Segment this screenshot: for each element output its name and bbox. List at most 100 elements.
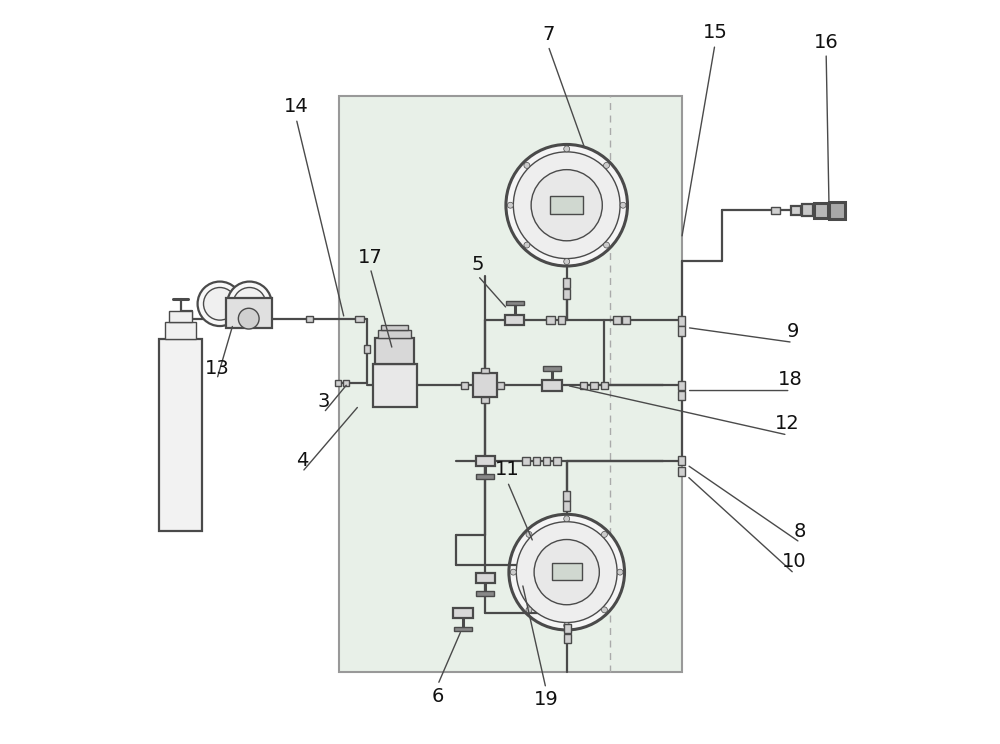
Bar [542, 380, 562, 391]
Bar [543, 458, 550, 465]
Circle shape [233, 287, 266, 320]
Circle shape [617, 569, 623, 575]
Bar [497, 382, 504, 389]
Bar [678, 315, 685, 326]
Text: 3: 3 [317, 392, 330, 411]
Bar [522, 458, 530, 465]
Circle shape [564, 146, 570, 152]
Text: 12: 12 [775, 414, 800, 434]
Text: 4: 4 [296, 452, 308, 470]
Bar [678, 381, 685, 390]
Text: 10: 10 [782, 552, 807, 571]
Bar [613, 316, 621, 324]
Bar [159, 339, 202, 531]
Bar [546, 316, 555, 324]
Bar [481, 368, 489, 373]
Bar [476, 474, 494, 478]
Bar [364, 344, 370, 353]
Circle shape [526, 531, 532, 537]
Bar [306, 315, 313, 321]
Bar [355, 315, 364, 321]
Circle shape [227, 281, 272, 326]
Bar [169, 311, 192, 322]
Bar [481, 397, 489, 403]
Circle shape [620, 202, 626, 208]
Bar [580, 382, 587, 389]
Text: 9: 9 [787, 321, 799, 341]
Bar [558, 316, 565, 324]
Circle shape [204, 287, 236, 320]
Bar [461, 382, 468, 389]
Bar [454, 627, 472, 632]
Text: 8: 8 [794, 522, 806, 541]
Circle shape [526, 607, 532, 613]
Bar [590, 382, 598, 389]
Bar [533, 458, 540, 465]
Text: 14: 14 [284, 97, 309, 116]
Text: 15: 15 [703, 23, 727, 42]
Text: 16: 16 [814, 33, 839, 51]
Bar [473, 373, 497, 397]
Bar [678, 457, 685, 466]
Text: 6: 6 [432, 687, 444, 706]
Bar [563, 490, 570, 501]
Bar [678, 391, 685, 400]
Bar [678, 467, 685, 475]
Circle shape [507, 202, 513, 208]
Bar [165, 322, 196, 339]
Bar [476, 456, 495, 466]
Text: 5: 5 [472, 255, 484, 274]
Circle shape [604, 162, 610, 168]
Bar [563, 289, 570, 299]
Circle shape [516, 522, 617, 623]
Bar [802, 205, 813, 217]
Circle shape [604, 242, 610, 248]
Bar [343, 380, 349, 386]
Bar [829, 202, 845, 219]
Circle shape [198, 281, 242, 326]
Bar [564, 624, 571, 633]
Bar [622, 316, 630, 324]
Circle shape [524, 242, 530, 248]
Circle shape [564, 516, 570, 522]
Circle shape [601, 607, 607, 613]
Circle shape [238, 308, 259, 329]
Bar [476, 591, 494, 596]
Text: 7: 7 [542, 25, 554, 44]
Bar [375, 338, 414, 364]
Bar [553, 458, 561, 465]
Bar [550, 196, 583, 214]
Text: 17: 17 [358, 248, 383, 266]
Bar [601, 382, 608, 389]
Bar [453, 608, 473, 618]
Bar [564, 634, 571, 643]
Bar [563, 278, 570, 288]
Bar [476, 573, 495, 583]
Bar [335, 380, 341, 386]
Circle shape [509, 514, 625, 630]
Bar [543, 366, 561, 371]
Bar [339, 95, 682, 672]
Bar [226, 298, 272, 327]
Bar [381, 324, 408, 330]
Bar [563, 501, 570, 511]
Text: 11: 11 [495, 461, 520, 479]
Bar [505, 315, 524, 325]
Circle shape [601, 531, 607, 537]
Circle shape [531, 170, 602, 241]
Bar [771, 207, 780, 214]
Circle shape [524, 162, 530, 168]
Circle shape [513, 152, 620, 259]
Text: 19: 19 [534, 690, 558, 709]
Bar [373, 364, 417, 407]
Bar [552, 563, 582, 580]
Bar [791, 206, 801, 215]
Text: 18: 18 [778, 370, 803, 389]
Bar [506, 301, 524, 305]
Circle shape [506, 144, 627, 266]
Circle shape [564, 623, 570, 629]
Text: 13: 13 [204, 359, 229, 378]
Bar [814, 203, 828, 218]
Circle shape [534, 539, 599, 605]
Bar [678, 326, 685, 336]
